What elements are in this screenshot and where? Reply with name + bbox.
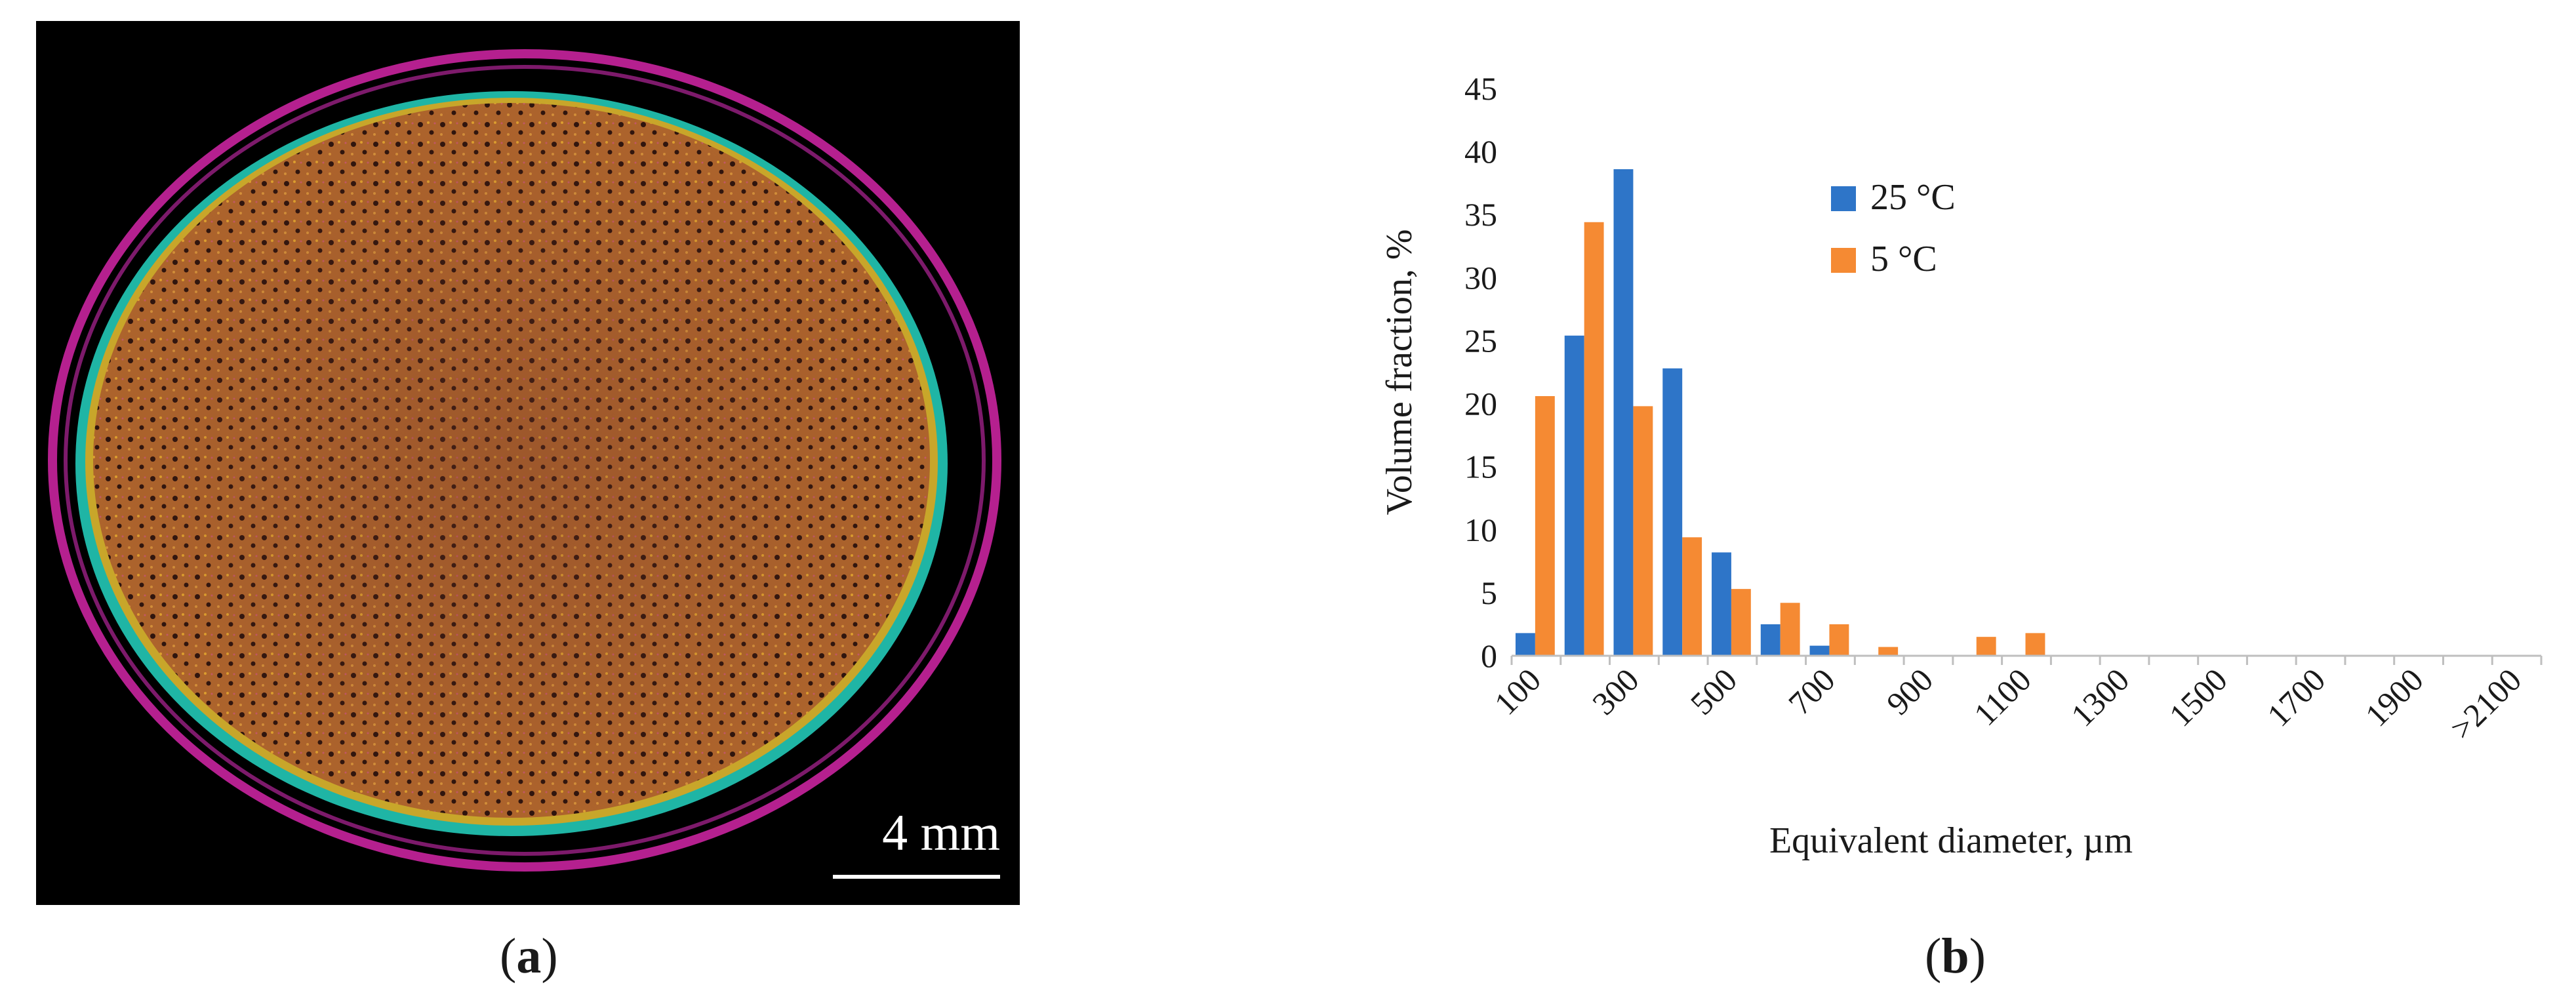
bar: [1760, 624, 1781, 656]
x-tick-label: 900: [1880, 661, 1941, 722]
legend-swatch: [1831, 186, 1856, 211]
bar: [1515, 633, 1535, 656]
bar: [1712, 552, 1731, 656]
bar: [1731, 589, 1751, 656]
legend-label: 25 °C: [1870, 177, 1956, 218]
bar: [1613, 169, 1634, 656]
y-tick-label: 0: [1481, 637, 1497, 674]
micro-ct-cross-section-image: 4 mm: [36, 21, 1020, 905]
x-axis-ticks: 100 300 500 700 900 1100 1300 1500 1700 1900 >2100: [1487, 656, 2543, 746]
bar: [1682, 537, 1702, 656]
legend-swatch: [1831, 248, 1856, 273]
panel-a-label: (a): [500, 929, 558, 984]
bar: [1584, 222, 1604, 656]
bars: [1515, 169, 2045, 656]
x-tick-label: 1900: [2358, 661, 2430, 733]
bar: [1878, 647, 1899, 656]
y-tick-label: 25: [1464, 322, 1497, 359]
y-axis-title: Volume fraction, %: [1379, 230, 1420, 515]
bar: [1633, 406, 1653, 656]
bar: [1535, 396, 1555, 656]
y-tick-label: 30: [1464, 259, 1497, 296]
bar: [1564, 335, 1584, 656]
y-tick-label: 45: [1464, 70, 1497, 107]
cross-section-drawing: [48, 49, 1001, 872]
y-axis-ticks: 0 5 10 15 20 25 30 35 40 45: [1464, 70, 1497, 674]
bar: [1809, 645, 1830, 656]
x-tick-label: 500: [1683, 661, 1744, 722]
y-tick-label: 10: [1464, 512, 1497, 548]
bar: [1829, 624, 1849, 656]
legend: 25 °C 5 °C: [1831, 177, 1956, 279]
y-tick-label: 20: [1464, 386, 1497, 422]
y-tick-label: 35: [1464, 196, 1497, 233]
panel-b-label: (b): [1925, 929, 1986, 984]
x-axis-title: Equivalent diameter, µm: [1769, 820, 2133, 861]
bar: [2025, 633, 2045, 656]
x-tick-label: >2100: [2443, 661, 2528, 746]
bar: [1662, 368, 1683, 656]
y-tick-label: 40: [1464, 133, 1497, 170]
outer-crust: [48, 49, 1001, 872]
x-tick-label: 1500: [2162, 661, 2234, 733]
scale-bar-label: 4 mm: [882, 804, 1000, 861]
x-tick-label: 700: [1781, 661, 1842, 722]
legend-label: 5 °C: [1870, 239, 1937, 279]
y-tick-label: 15: [1464, 449, 1497, 485]
y-tick-label: 5: [1481, 574, 1497, 611]
x-tick-label: 1700: [2260, 661, 2332, 733]
bar: [1976, 637, 1996, 656]
x-tick-label: 1300: [2064, 661, 2136, 733]
x-tick-label: 300: [1585, 661, 1646, 722]
bar: [1780, 603, 1800, 656]
scale-bar: [833, 875, 1000, 879]
x-tick-label: 1100: [1967, 661, 2038, 733]
